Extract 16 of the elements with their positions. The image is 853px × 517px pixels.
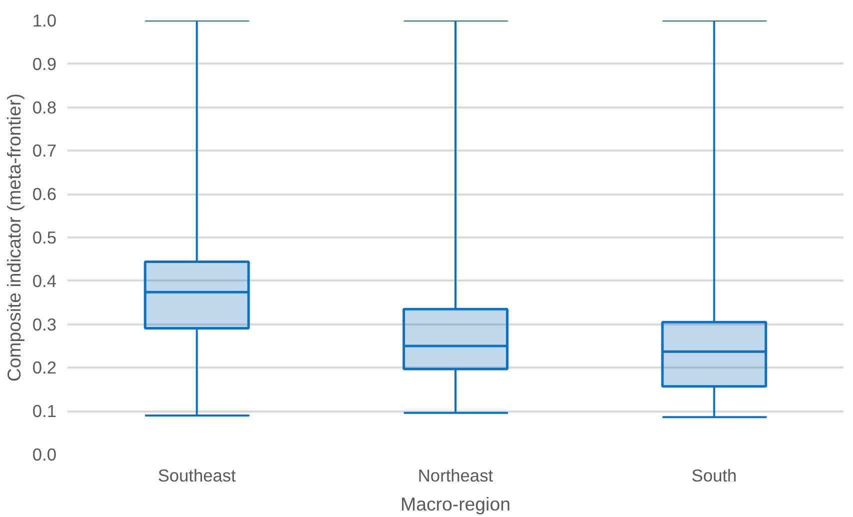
y-tick-label: 0.2 xyxy=(32,358,57,378)
x-tick-label: Northeast xyxy=(418,466,494,486)
y-tick-label: 0.6 xyxy=(32,184,57,204)
y-tick-label: 0.3 xyxy=(32,314,57,334)
x-axis-title: Macro-region xyxy=(400,494,510,514)
x-tick-label: Southeast xyxy=(158,466,236,486)
y-axis-title: Composite indicator (meta-frontier) xyxy=(3,93,24,382)
x-tick-label: South xyxy=(692,466,737,486)
y-tick-label: 1.0 xyxy=(32,10,57,30)
y-tick-label: 0.8 xyxy=(32,97,57,118)
y-tick-label: 0.9 xyxy=(32,54,57,74)
y-tick-label: 0.5 xyxy=(32,228,57,248)
y-tick-label: 0.7 xyxy=(32,140,57,161)
y-tick-label: 0.1 xyxy=(32,401,57,422)
y-tick-label: 0.0 xyxy=(32,444,57,464)
y-tick-label: 0.4 xyxy=(32,270,57,291)
